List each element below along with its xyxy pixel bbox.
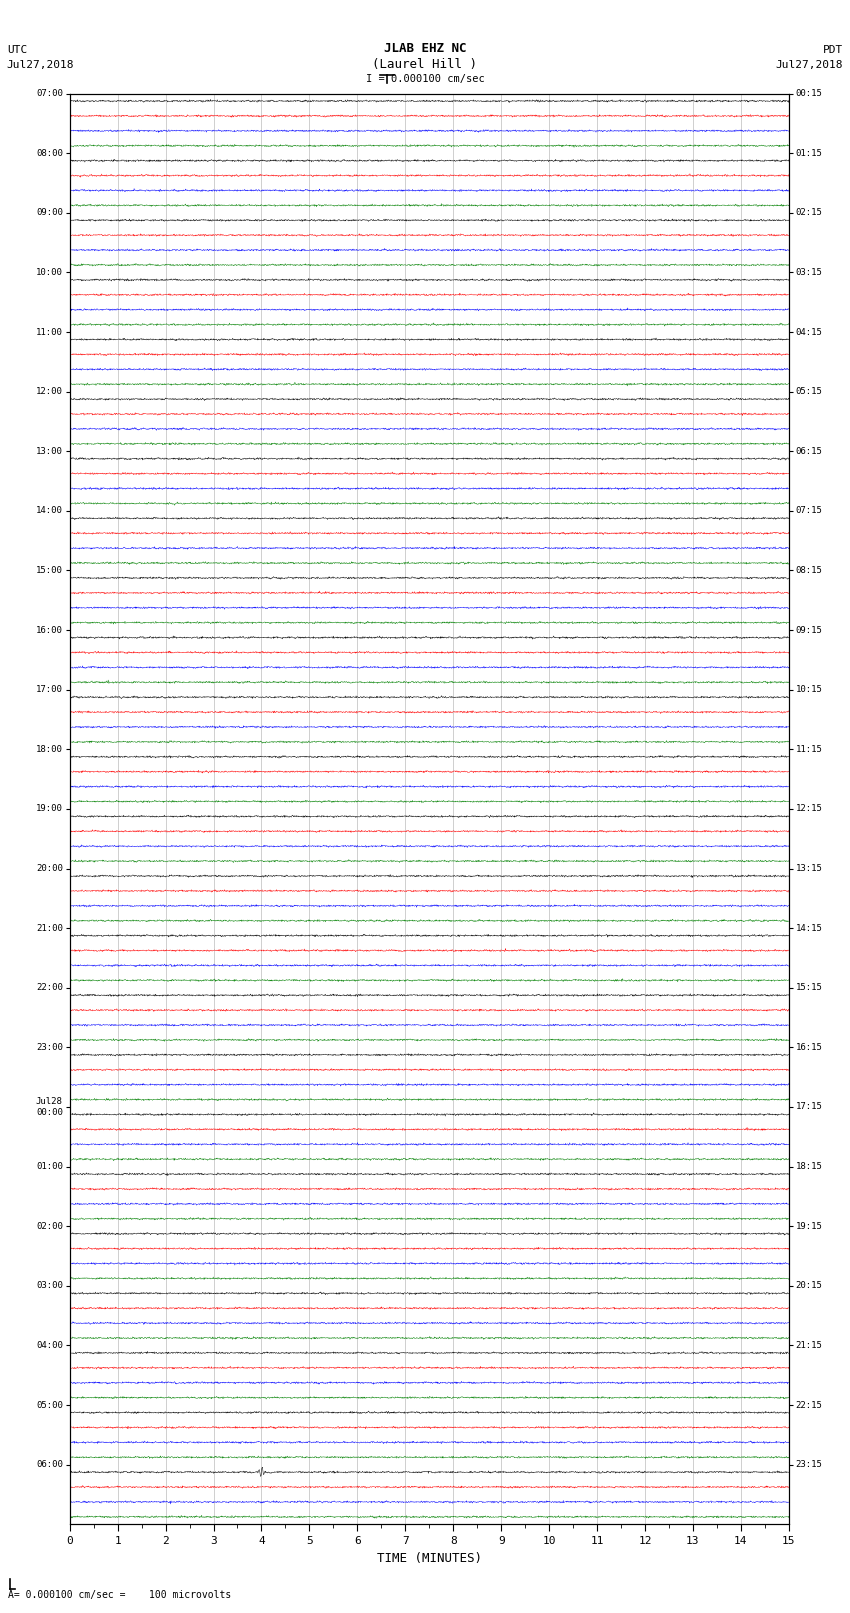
Text: UTC: UTC: [7, 45, 27, 55]
Text: I = 0.000100 cm/sec: I = 0.000100 cm/sec: [366, 74, 484, 84]
X-axis label: TIME (MINUTES): TIME (MINUTES): [377, 1552, 482, 1565]
Text: Jul27,2018: Jul27,2018: [7, 60, 74, 69]
Text: A= 0.000100 cm/sec =    100 microvolts: A= 0.000100 cm/sec = 100 microvolts: [8, 1590, 232, 1600]
Text: JLAB EHZ NC: JLAB EHZ NC: [383, 42, 467, 55]
Text: Jul27,2018: Jul27,2018: [776, 60, 843, 69]
Text: PDT: PDT: [823, 45, 843, 55]
Text: (Laurel Hill ): (Laurel Hill ): [372, 58, 478, 71]
